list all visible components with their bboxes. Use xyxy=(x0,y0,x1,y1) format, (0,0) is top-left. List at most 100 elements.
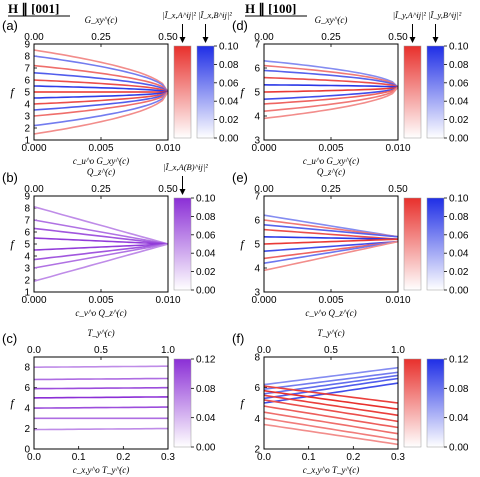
colorbar-blue xyxy=(426,45,445,139)
series-line xyxy=(34,406,168,409)
series-line xyxy=(263,240,399,272)
series-line xyxy=(34,365,168,369)
top-tick-label: 0.50 xyxy=(158,184,178,195)
colorbar-legend-a: |Ĩ_x,A^ij|² |Ĩ_x,B^ij|² xyxy=(162,10,232,20)
colorbar-purple xyxy=(173,197,192,291)
y-axis-label-c: f xyxy=(10,396,15,410)
top-tick-label: 0.0 xyxy=(27,345,41,356)
y-tick-label: 3 xyxy=(24,112,30,123)
plot-frame-c xyxy=(33,356,169,450)
y-tick-label: 1 xyxy=(24,288,30,299)
panels-group: G_xy^(c)0.00 0.25 0.500.000 0.005 0.010c_u^o… xyxy=(2,10,469,475)
colorbar-red xyxy=(403,45,422,139)
top-axis-label-c: T_y^(c) xyxy=(87,328,114,338)
x-tick-label: 0.010 xyxy=(385,143,410,154)
panel-b: Q_z^(c)0.00 0.25 0.500.000 0.005 0.010c_v^o … xyxy=(10,162,216,318)
top-axis-label-a: G_xy^(c) xyxy=(85,15,118,25)
top-axis-label-f: T_y^(c) xyxy=(317,328,344,338)
colorbar-tick-label: 0.10 xyxy=(449,194,469,205)
y-tick-label: 9 xyxy=(24,192,30,203)
y-tick-label: 4 xyxy=(24,100,30,111)
x-tick-label: 0.1 xyxy=(72,452,86,463)
colorbar-tick-label: 0.02 xyxy=(219,115,239,126)
y-tick-label: 6 xyxy=(24,76,30,87)
series-line xyxy=(263,86,399,100)
colorbar-tick-label: 0.00 xyxy=(449,286,469,297)
colorbar-tick-label: 0.00 xyxy=(219,134,239,145)
x-tick-label: 0.005 xyxy=(318,295,343,306)
series-line xyxy=(263,60,399,88)
x-axis-label-d: c_u^o G_xy^(c) xyxy=(303,156,359,166)
series-line xyxy=(33,227,169,245)
plot-frame-f xyxy=(263,356,399,450)
series-line xyxy=(263,84,399,88)
y-tick-label: 0 xyxy=(24,445,30,456)
colorbar-blue xyxy=(196,45,215,139)
colorbar-tick-label: 0.12 xyxy=(449,355,469,366)
colorbar-tick-label: 0.04 xyxy=(219,97,239,108)
top-tick-label: 0.50 xyxy=(158,32,178,43)
colorbar-red xyxy=(403,197,422,291)
series-line xyxy=(33,49,169,93)
series-line xyxy=(263,224,399,238)
x-tick-label: 0.000 xyxy=(21,143,46,154)
x-tick-label: 0.010 xyxy=(155,143,180,154)
series-line xyxy=(263,382,399,404)
colorbar-tick-label: 0.08 xyxy=(449,60,469,71)
series-line xyxy=(33,386,168,390)
series-line xyxy=(263,69,399,88)
series-line xyxy=(263,377,399,400)
top-tick-label: 1.0 xyxy=(391,345,405,356)
colorbar-tick-label: 0.04 xyxy=(449,97,469,108)
series-line xyxy=(263,394,399,417)
top-axis-label-b: Q_z^(c) xyxy=(87,167,115,177)
series-line xyxy=(33,72,169,93)
panel-label-c: (c) xyxy=(2,331,17,346)
colorbar-tick-label: 0.10 xyxy=(196,194,216,205)
x-tick-label: 0.005 xyxy=(88,143,113,154)
plot-frame-a xyxy=(33,43,169,141)
series-line xyxy=(263,228,399,240)
series-line xyxy=(33,243,169,261)
y-tick-label: 6 xyxy=(24,228,30,239)
y-tick-label: 7 xyxy=(24,216,30,227)
colorbar-tick-label: 0.02 xyxy=(196,267,216,278)
series-line xyxy=(33,91,169,127)
panel-label-e: (e) xyxy=(232,170,248,185)
colorbar-tick-label: 0.06 xyxy=(196,230,216,241)
top-tick-label: 0.50 xyxy=(388,184,408,195)
y-axis-label-e: f xyxy=(240,237,245,251)
series-line xyxy=(33,91,169,111)
series-line xyxy=(33,237,169,245)
series-line xyxy=(263,240,399,252)
top-tick-label: 0.5 xyxy=(324,345,338,356)
y-tick-label: 8 xyxy=(254,353,260,364)
series-line xyxy=(33,85,169,93)
colorbar-blue xyxy=(426,358,445,448)
legend-arrow-head xyxy=(179,189,186,195)
colorbar-tick-label: 0.08 xyxy=(219,60,239,71)
colorbar-tick-label: 0.04 xyxy=(449,249,469,260)
series-line xyxy=(33,91,169,117)
y-tick-label: 6 xyxy=(254,383,260,394)
y-tick-label: 7 xyxy=(254,40,260,51)
header-left: H ∥ [001] xyxy=(8,1,59,17)
x-tick-label: 0.005 xyxy=(318,143,343,154)
top-tick-label: 0.00 xyxy=(24,32,44,43)
x-axis-label-a: c_u^o G_xy^(c) xyxy=(73,156,129,166)
panel-label-d: (d) xyxy=(232,18,248,33)
top-tick-label: 0.00 xyxy=(24,184,44,195)
series-line xyxy=(263,76,399,88)
legend-arrow-head xyxy=(432,37,439,43)
y-tick-label: 3 xyxy=(24,264,30,275)
series-line xyxy=(263,423,399,446)
legend-arrow-head xyxy=(179,37,186,43)
x-tick-label: 0.000 xyxy=(251,143,276,154)
plot-frame-b xyxy=(33,195,169,293)
y-tick-label: 5 xyxy=(24,240,30,251)
colorbar-red xyxy=(173,45,192,139)
colorbar-tick-label: 0.06 xyxy=(449,230,469,241)
panel-d: G_xy^(c)0.00 0.25 0.500.000 0.005 0.010c_u^o… xyxy=(240,10,469,166)
top-tick-label: 0.00 xyxy=(254,32,274,43)
colorbar-tick-label: 0.08 xyxy=(449,384,469,395)
